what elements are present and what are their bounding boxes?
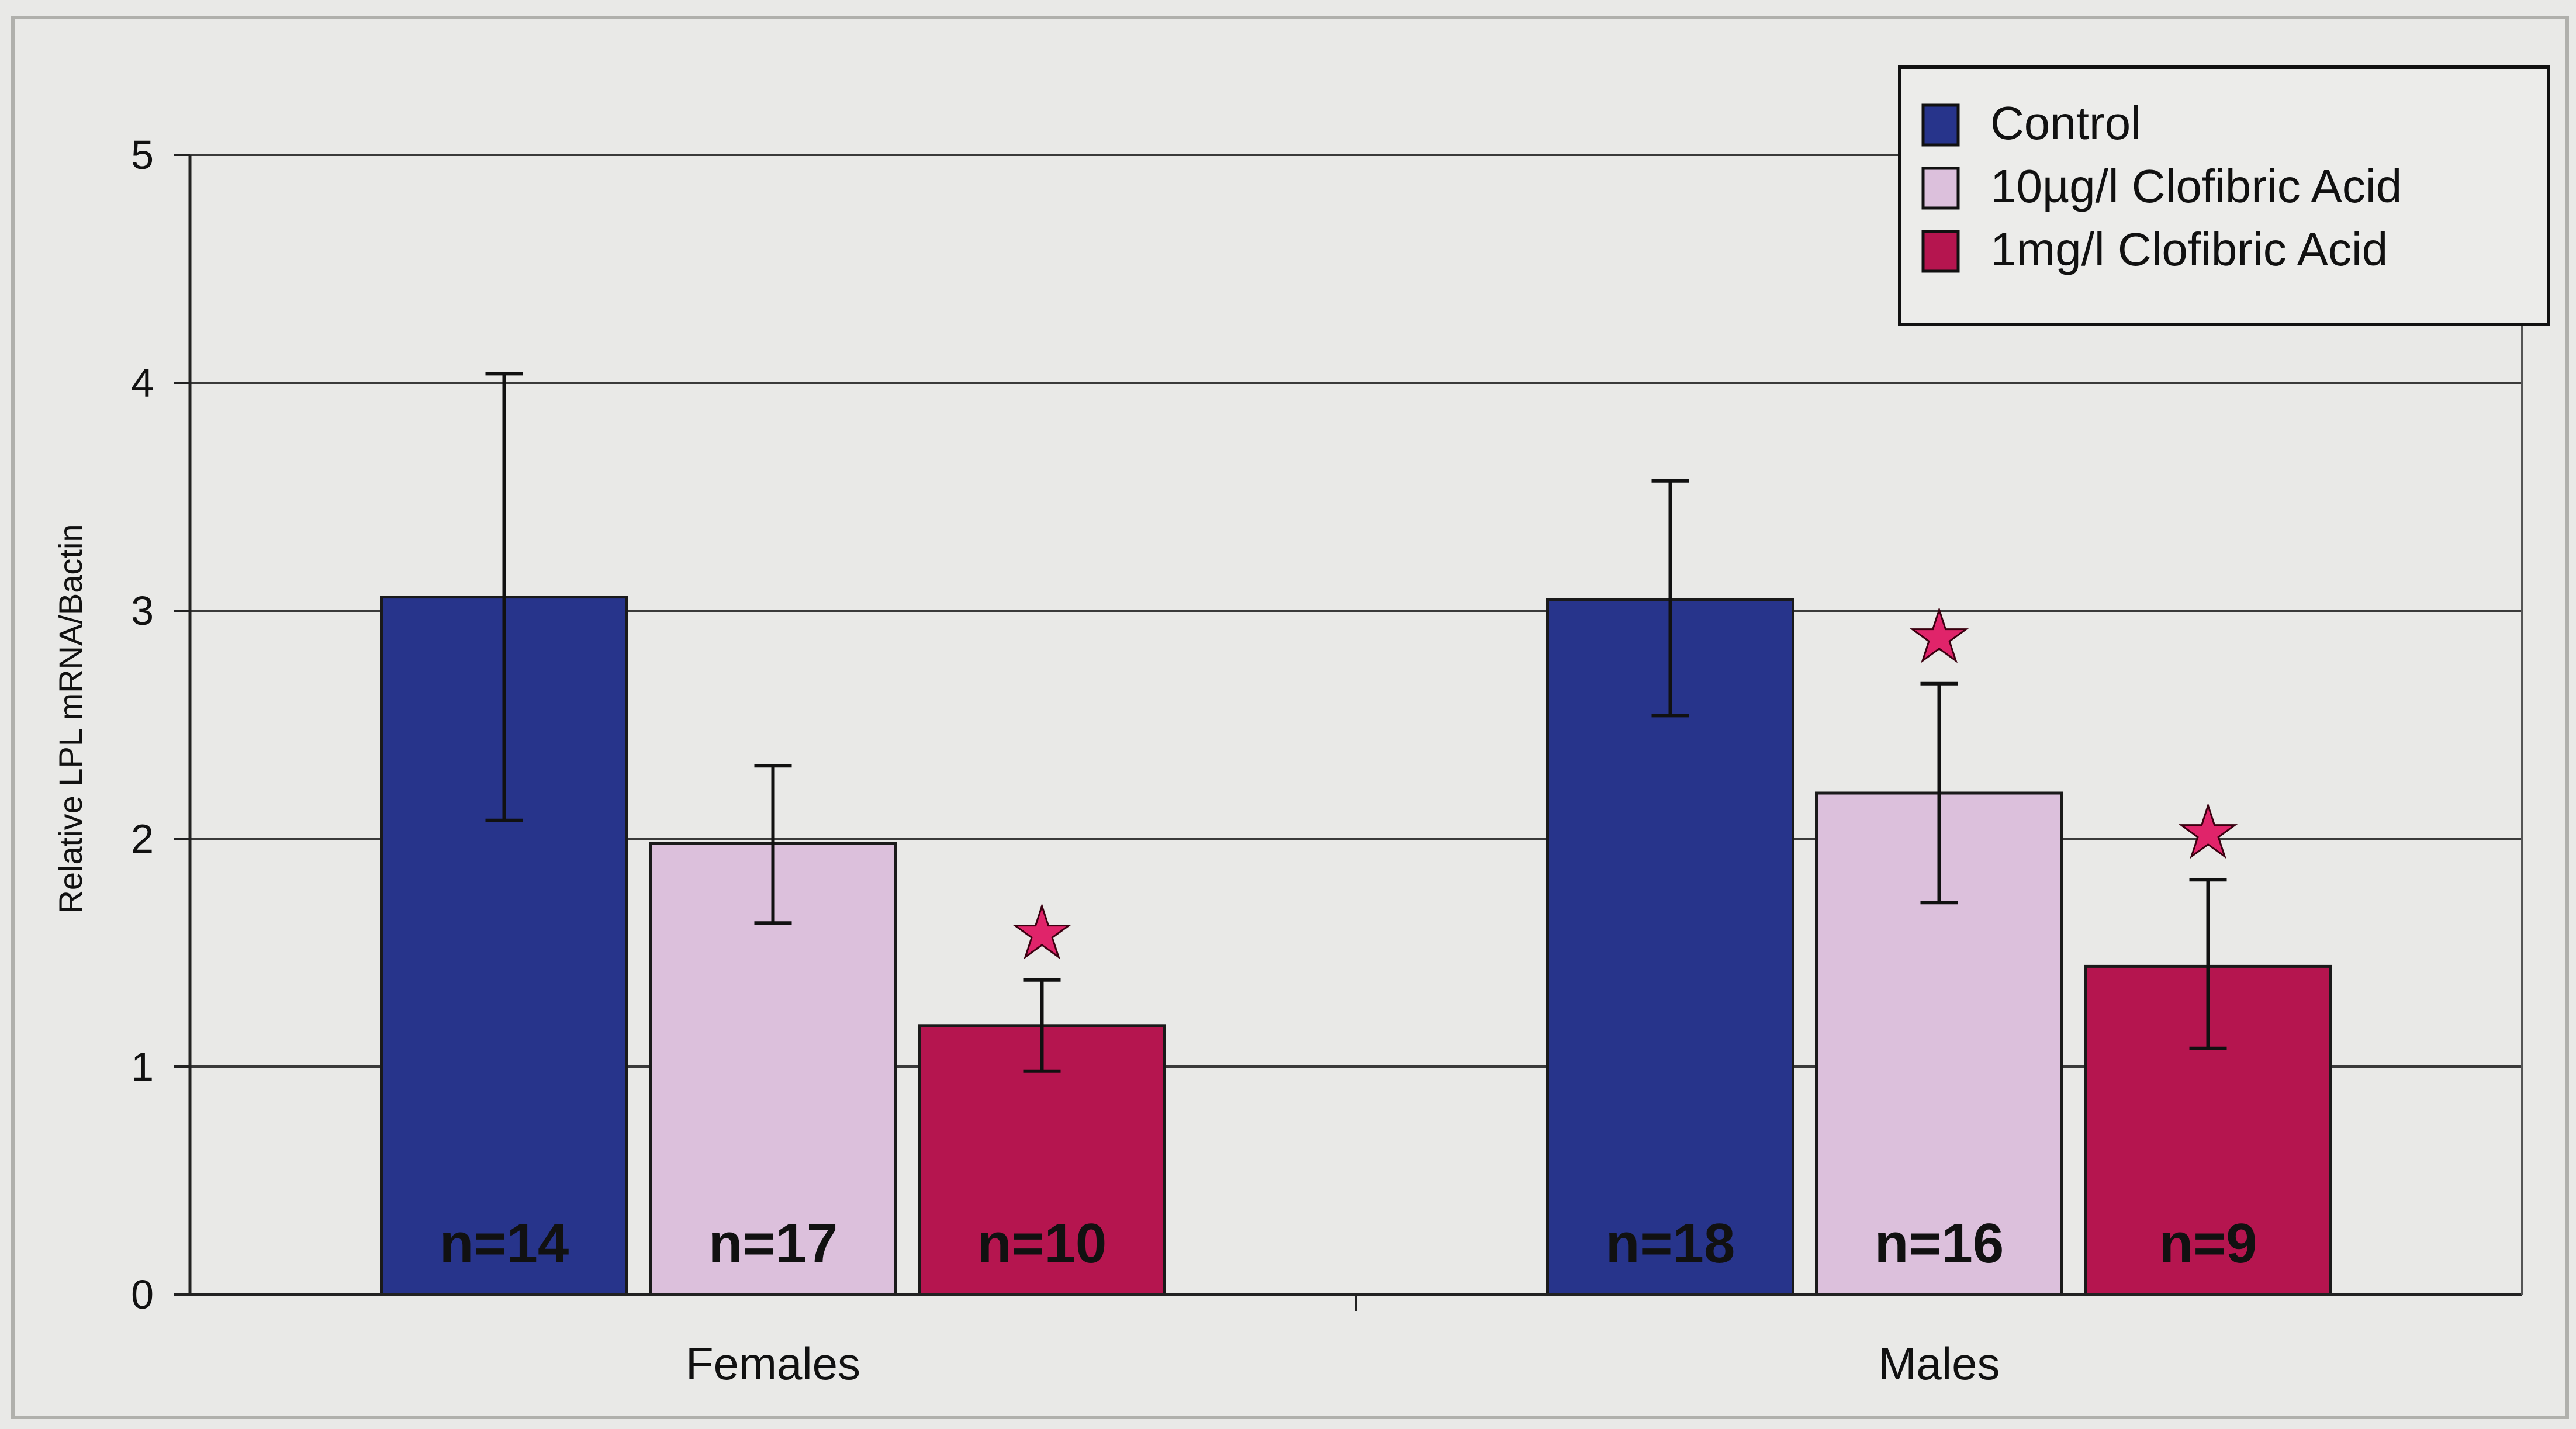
legend: Control 10µg/l Clofibric Acid 1mg/l Clofib… [1898,65,2550,326]
legend-swatch [1921,167,1960,210]
y-tick-label: 0 [131,1272,154,1317]
legend-label: 1mg/l Clofibric Acid [1990,223,2388,275]
n-label: n=18 [1606,1212,1735,1275]
bars [380,372,2332,1296]
significance-star: ★ [1908,597,1971,676]
legend-box [1898,65,2550,326]
chart-frame [11,16,2569,1419]
legend-swatch [1921,230,1960,273]
n-label: n=17 [708,1212,838,1275]
n-label: n=14 [440,1212,569,1275]
y-axis-title: Relative LPL mRNA/Bactin [52,524,89,914]
legend-label: Control [1990,97,2141,149]
n-label: n=10 [977,1212,1107,1275]
significance-star: ★ [2177,793,2240,871]
x-category-label: Females [686,1338,860,1389]
significance-star: ★ [1011,894,1074,972]
legend-label: 10µg/l Clofibric Acid [1990,160,2402,212]
y-tick-label: 4 [131,360,154,406]
y-tick-label: 5 [131,132,154,178]
axes [174,154,2523,1311]
n-label: n=9 [2159,1212,2257,1275]
y-tick-label: 3 [131,588,154,634]
labels: 0 1 2 3 4 5 Females n=14 n=17 ★ n=10 Males n=18 ★ n=16… [131,132,2257,1389]
y-tick-label: 2 [131,816,154,861]
y-tick-label: 1 [131,1044,154,1089]
x-category-label: Males [1878,1338,2000,1389]
n-label: n=16 [1875,1212,2004,1275]
legend-swatch [1921,103,1960,147]
